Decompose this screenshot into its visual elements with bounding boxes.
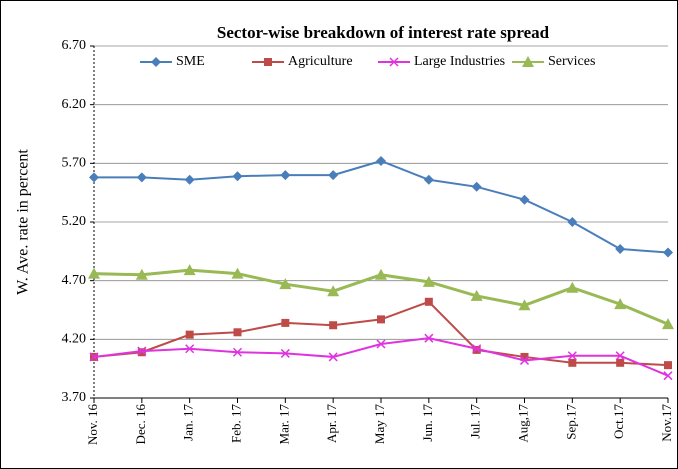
data-point [519,194,530,205]
x-tick-label: Jul. 17 [468,404,483,439]
y-tick-label: 6.70 [62,38,87,53]
data-point [662,318,674,330]
data-point [470,289,483,301]
y-tick-label: 4.70 [62,273,87,288]
data-point [663,247,673,258]
data-point [136,172,147,183]
legend-marker [522,56,534,67]
data-point [424,333,434,343]
data-point [281,318,290,327]
data-point [568,358,577,367]
x-tick-label: Apr. 17 [324,404,339,444]
data-point [89,172,99,183]
legend-label: SME [176,54,205,69]
data-point [327,285,340,297]
data-point [376,339,386,349]
x-tick-label: Oct.17 [611,404,626,440]
legend-marker [151,57,161,67]
data-point [423,174,434,185]
y-axis-label: W. Ave. rate in percent [15,149,32,295]
data-point [280,170,291,181]
y-tick-label: 3.70 [62,390,87,405]
data-point [519,355,530,365]
data-point [520,352,529,361]
data-point [232,171,243,182]
y-tick-label: 5.20 [62,214,87,229]
legend-marker [389,57,399,67]
y-tick-label: 4.20 [62,332,87,347]
data-point [615,351,625,361]
legend-label: Services [548,54,595,69]
x-tick-label: Jan. 17 [181,404,196,441]
data-point [231,267,244,279]
data-point [89,352,99,362]
data-point [664,361,672,370]
data-point [471,181,482,192]
data-point [137,348,146,357]
data-point [376,155,386,166]
data-point [279,278,292,290]
data-point [280,348,290,358]
data-point [377,315,385,324]
data-point [422,275,435,287]
data-point [88,267,100,279]
x-tick-label: Jun. 17 [420,404,435,442]
data-point [135,268,148,280]
data-point [185,344,195,354]
data-point [329,321,338,330]
data-point [615,243,626,254]
x-tick-label: Aug,17 [515,404,530,443]
data-point [566,281,579,293]
data-point [137,346,147,356]
data-point [328,352,338,362]
x-tick-label: Mar. 17 [276,404,291,445]
data-point [185,330,194,339]
data-point [663,371,673,381]
legend-label: Large Industries [414,54,505,69]
legend-marker [264,58,272,66]
legend-label: Agriculture [288,54,353,69]
data-point [472,344,482,354]
data-point [567,351,577,361]
chart-title: Sector-wise breakdown of interest rate s… [217,23,550,42]
data-point [184,174,195,185]
data-point [472,345,481,354]
x-tick-label: Sep.17 [563,404,578,440]
x-tick-label: Nov. 16 [85,404,100,446]
y-tick-label: 5.70 [62,156,87,171]
data-point [233,328,242,337]
data-point [424,297,433,306]
data-point [183,264,196,276]
data-point [567,217,578,227]
data-point [518,299,531,311]
data-point [328,170,339,181]
data-point [232,347,243,357]
data-point [616,358,625,367]
x-tick-label: Nov.17 [659,404,674,442]
data-point [614,298,627,310]
x-tick-label: Dec. 16 [133,404,148,445]
x-tick-label: Feb. 17 [228,404,243,444]
y-tick-label: 6.20 [62,97,87,112]
data-point [375,268,387,280]
x-tick-label: May 17 [372,404,387,445]
